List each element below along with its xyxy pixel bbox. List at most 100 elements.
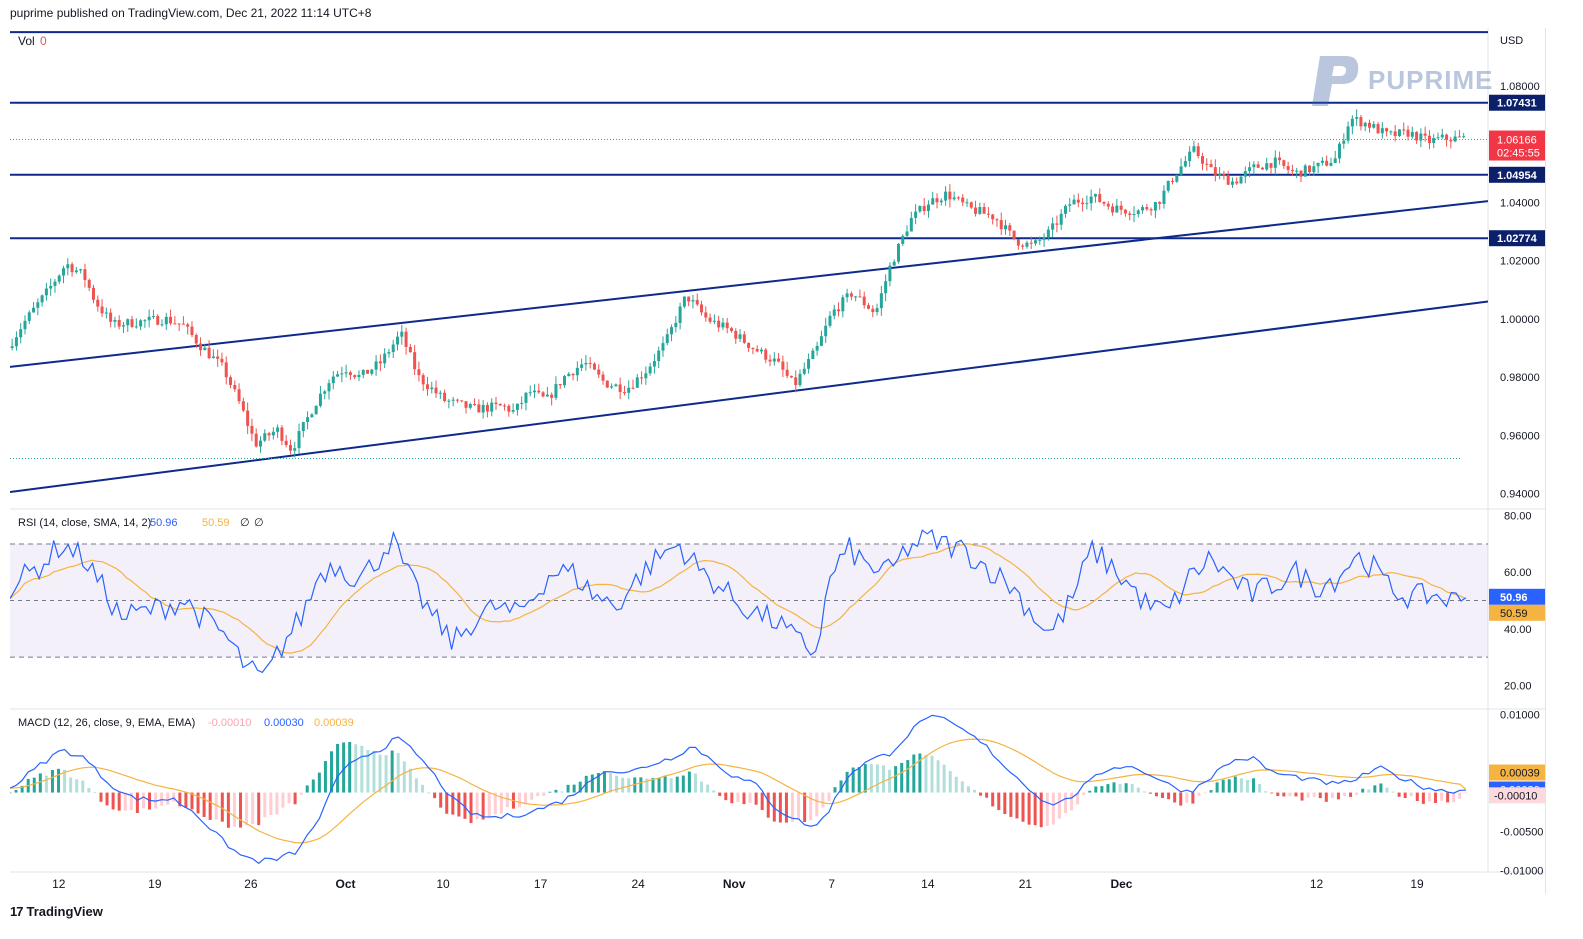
- chart-area[interactable]: USD1.080001.060001.040001.020001.000000.…: [8, 28, 1546, 894]
- candle-body: [216, 356, 220, 359]
- macd-histogram-bar: [809, 792, 813, 821]
- macd-histogram-bar: [123, 792, 127, 811]
- macd-histogram-bar: [245, 792, 249, 826]
- rsi-legend-value: 50.96: [150, 517, 178, 529]
- macd-histogram-bar: [445, 792, 449, 814]
- candle-body: [344, 372, 348, 374]
- macd-histogram-bar: [354, 744, 358, 793]
- macd-histogram-bar: [718, 792, 722, 796]
- candle-body: [961, 197, 965, 203]
- candle-body: [1119, 205, 1123, 210]
- macd-histogram-bar: [1276, 792, 1280, 797]
- candle-body: [160, 324, 164, 326]
- candle-body: [1308, 165, 1312, 173]
- x-tick-label: 26: [244, 877, 258, 891]
- rsi-tick-label: 60.00: [1504, 567, 1532, 579]
- x-tick-label: 7: [828, 877, 835, 891]
- macd-histogram-bar: [1045, 792, 1049, 826]
- candle-body: [738, 334, 742, 339]
- macd-histogram-bar: [1434, 792, 1438, 803]
- footer-brand[interactable]: 17 TradingView: [10, 904, 103, 919]
- macd-histogram-bar: [226, 792, 230, 828]
- macd-histogram-bar: [1306, 792, 1310, 798]
- candle-body: [1338, 143, 1342, 159]
- candle-body: [1355, 117, 1359, 119]
- candle-body: [807, 359, 811, 369]
- candle-body: [74, 270, 78, 273]
- candle-body: [824, 325, 828, 337]
- macd-hist-badge: [1489, 787, 1545, 804]
- macd-histogram-bar: [433, 792, 437, 799]
- candle-body: [734, 330, 738, 339]
- candle-body: [708, 317, 712, 322]
- candle-body: [1141, 207, 1145, 211]
- candle-body: [1153, 202, 1157, 211]
- candle-body: [1149, 209, 1153, 211]
- candle-body: [190, 326, 194, 336]
- candle-body: [1226, 175, 1230, 185]
- candle-body: [1063, 205, 1067, 214]
- candle-body: [1029, 242, 1033, 244]
- candle-body: [982, 207, 986, 214]
- macd-histogram-bar: [469, 792, 473, 824]
- candle-body: [948, 191, 952, 200]
- candle-body: [425, 384, 429, 390]
- macd-tick-label: -0.01000: [1500, 865, 1543, 877]
- candle-body: [1016, 239, 1020, 246]
- candle-body: [794, 377, 798, 385]
- candle-body: [691, 300, 695, 302]
- macd-histogram-bar: [1015, 792, 1019, 819]
- macd-histogram-bar: [1270, 792, 1274, 794]
- macd-histogram-bar: [548, 791, 552, 793]
- candle-body: [610, 386, 614, 388]
- candle-body: [584, 362, 588, 365]
- candle-body: [858, 296, 862, 298]
- x-tick-label: 24: [631, 877, 645, 891]
- candle-body: [965, 202, 969, 204]
- candle-body: [1445, 134, 1449, 140]
- candle-body: [789, 375, 793, 378]
- macd-histogram-bar: [1185, 792, 1189, 803]
- chart-svg[interactable]: USD1.080001.060001.040001.020001.000000.…: [8, 28, 1545, 894]
- candle-body: [96, 299, 100, 307]
- candle-body: [323, 391, 327, 394]
- candle-body: [207, 347, 211, 359]
- candle-body: [1115, 205, 1119, 213]
- macd-histogram-bar: [141, 792, 145, 809]
- macd-histogram-bar: [566, 784, 570, 793]
- macd-histogram-bar: [1415, 792, 1419, 802]
- candle-body: [939, 200, 943, 203]
- macd-histogram-bar: [979, 792, 983, 796]
- macd-histogram-bar: [1361, 788, 1365, 793]
- candle-body: [661, 343, 665, 351]
- candle-body: [1059, 213, 1063, 225]
- candle-body: [652, 361, 656, 367]
- macd-histogram-bar: [791, 792, 795, 822]
- candle-body: [1346, 126, 1350, 141]
- candle-body: [1299, 170, 1303, 177]
- candle-body: [571, 373, 575, 376]
- macd-histogram-bar: [827, 792, 831, 802]
- candle-body: [1436, 137, 1440, 139]
- candle-body: [134, 326, 138, 328]
- candle-body: [1136, 210, 1140, 215]
- macd-histogram-bar: [948, 770, 952, 793]
- candle-body: [503, 405, 507, 407]
- macd-histogram-bar: [1336, 792, 1340, 800]
- candle-body: [832, 309, 836, 316]
- candle-body: [254, 433, 258, 447]
- candle-body: [1415, 131, 1419, 141]
- macd-histogram-bar: [360, 745, 364, 793]
- rsi-value-badge: [1489, 588, 1545, 605]
- macd-histogram-bar: [257, 792, 261, 826]
- macd-histogram-bar: [748, 792, 752, 803]
- macd-histogram-bar: [293, 792, 297, 805]
- candle-body: [417, 369, 421, 376]
- macd-histogram-bar: [81, 780, 85, 793]
- candle-body: [263, 433, 267, 441]
- volume-legend-value: 0: [40, 34, 47, 48]
- candle-body: [481, 404, 485, 413]
- candle-body: [580, 364, 584, 368]
- candle-body: [567, 373, 571, 377]
- candle-body: [785, 369, 789, 376]
